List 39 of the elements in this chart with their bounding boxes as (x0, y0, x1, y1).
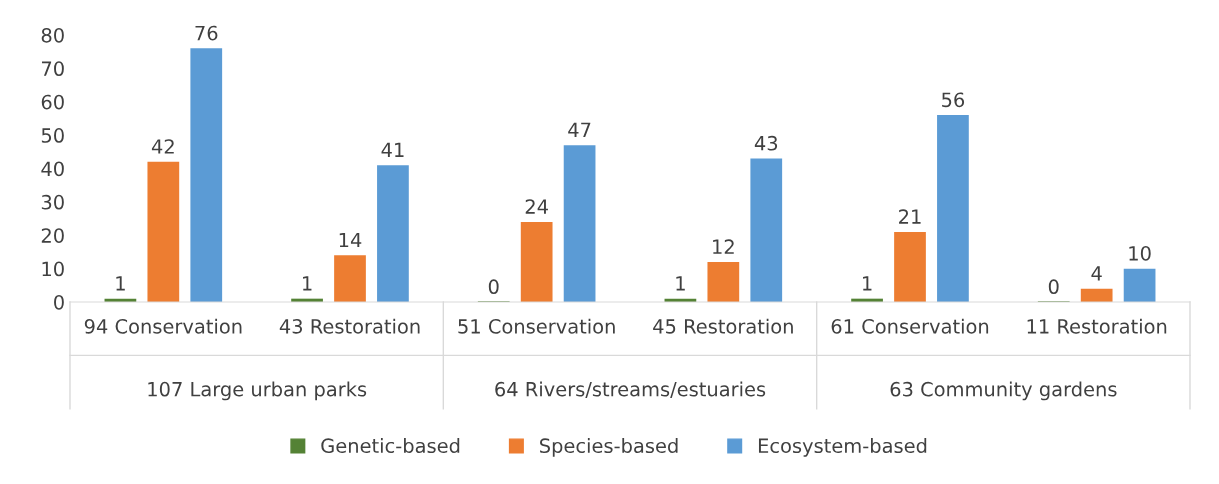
data-label: 1 (303, 276, 312, 291)
y-tick-label: 80 (41, 27, 64, 43)
x-tick-label: 51 Conservation (458, 318, 615, 334)
legend-label: Genetic-based (321, 438, 460, 454)
y-tick-label: 10 (42, 261, 64, 277)
data-label: 76 (195, 25, 218, 41)
text: 107 Large urban parks (148, 381, 367, 401)
data-label: 10 (1129, 245, 1151, 261)
y-tick-label: 30 (41, 194, 64, 210)
data-label: 12 (713, 239, 734, 254)
data-label: 56 (942, 92, 965, 108)
data-label: 1 (676, 276, 685, 291)
legend-label: Ecosystem-based (758, 438, 927, 457)
data-label: 21 (899, 209, 921, 224)
text: 64 Rivers/streams/estuaries (495, 381, 766, 399)
y-tick-label: 50 (41, 128, 64, 143)
x-tick-label: 43 Restoration (279, 318, 420, 334)
data-label: 1 (116, 276, 125, 291)
data-label: 0 (488, 279, 499, 295)
data-label: 42 (151, 139, 174, 154)
data-label: 1 (863, 276, 872, 291)
data-label: 0 (1048, 279, 1059, 295)
data-label: 43 (754, 135, 778, 151)
y-tick-label: 70 (41, 61, 64, 77)
y-tick-label: 20 (41, 228, 64, 243)
data-label: 24 (525, 199, 548, 214)
x-tick-label: 61 Conservation (831, 318, 989, 334)
data-label: 41 (381, 142, 404, 157)
data-label: 14 (339, 232, 362, 248)
text: 63 Community gardens (890, 381, 1117, 401)
x-tick-label: 94 Conservation (84, 318, 242, 334)
y-tick-label: 40 (41, 161, 64, 177)
y-tick-label: 60 (41, 94, 64, 110)
y-tick-label: 0 (54, 294, 64, 310)
x-tick-label: 11 Restoration (1027, 318, 1167, 334)
legend-label: Species-based (540, 438, 678, 457)
x-tick-label: 45 Restoration (653, 318, 793, 334)
data-label: 4 (1091, 266, 1102, 281)
data-label: 47 (568, 122, 591, 137)
